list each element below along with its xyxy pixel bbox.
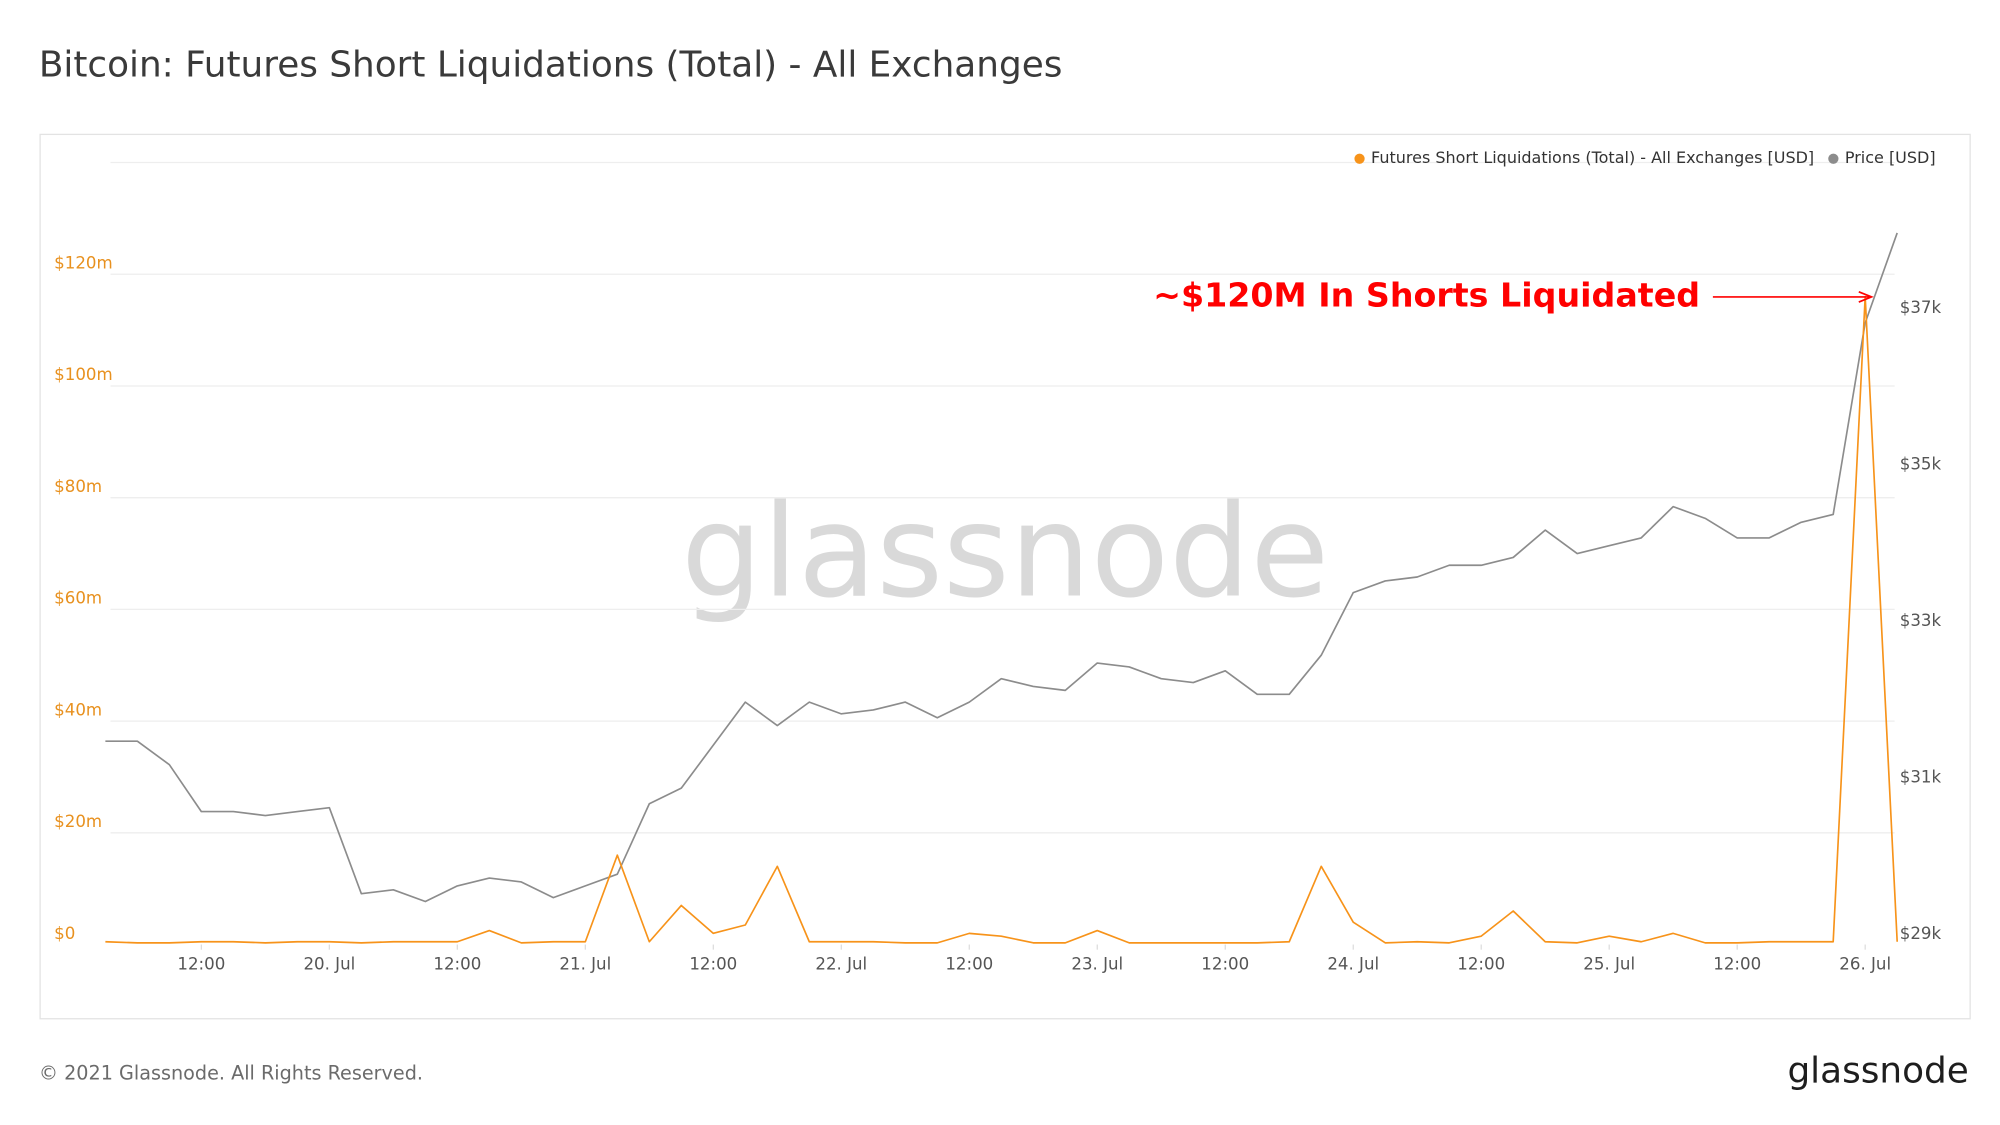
y-tick-label: $80m bbox=[54, 477, 102, 496]
y-tick-label: $40m bbox=[54, 700, 102, 719]
chart-frame bbox=[39, 133, 1971, 1020]
y-tick-label: $60m bbox=[54, 589, 102, 608]
copyright: © 2021 Glassnode. All Rights Reserved. bbox=[39, 1061, 423, 1084]
x-tick-label: 12:00 bbox=[1201, 955, 1249, 974]
annotation-arrowhead bbox=[1858, 291, 1874, 303]
logo: glassnode bbox=[1787, 1051, 1968, 1092]
x-tick-label: 21. Jul bbox=[559, 955, 611, 974]
y2-tick-label: $35k bbox=[1900, 455, 1942, 474]
series-line bbox=[105, 232, 1898, 903]
x-tick-label: 12:00 bbox=[689, 955, 737, 974]
x-tick-label: 12:00 bbox=[177, 955, 225, 974]
x-tick-label: 26. Jul bbox=[1839, 955, 1891, 974]
y-tick-label: $100m bbox=[54, 365, 113, 384]
legend-marker bbox=[1828, 153, 1839, 164]
annotation: ~$120M In Shorts Liquidated bbox=[1153, 275, 1700, 314]
y-tick-label: $120m bbox=[54, 254, 113, 273]
legend-label: Futures Short Liquidations (Total) - All… bbox=[1371, 148, 1814, 167]
x-tick-label: 23. Jul bbox=[1071, 955, 1123, 974]
y2-tick-label: $29k bbox=[1900, 924, 1942, 943]
y-tick-label: $20m bbox=[54, 812, 102, 831]
x-tick-label: 24. Jul bbox=[1327, 955, 1379, 974]
legend-label: Price [USD] bbox=[1845, 148, 1936, 167]
legend-marker bbox=[1354, 153, 1365, 164]
series-line bbox=[105, 295, 1899, 944]
x-tick-label: 20. Jul bbox=[303, 955, 355, 974]
x-tick-label: 12:00 bbox=[1457, 955, 1505, 974]
x-tick-label: 12:00 bbox=[1713, 955, 1761, 974]
x-tick-label: 12:00 bbox=[945, 955, 993, 974]
y-tick-label: $0 bbox=[54, 924, 75, 943]
x-tick-label: 12:00 bbox=[433, 955, 481, 974]
chart-title: Bitcoin: Futures Short Liquidations (Tot… bbox=[39, 45, 1063, 86]
x-tick-label: 25. Jul bbox=[1583, 955, 1635, 974]
y2-tick-label: $37k bbox=[1900, 298, 1942, 317]
y2-tick-label: $31k bbox=[1900, 767, 1942, 786]
watermark: glassnode bbox=[681, 478, 1329, 627]
y2-tick-label: $33k bbox=[1900, 611, 1942, 630]
x-tick-label: 22. Jul bbox=[815, 955, 867, 974]
